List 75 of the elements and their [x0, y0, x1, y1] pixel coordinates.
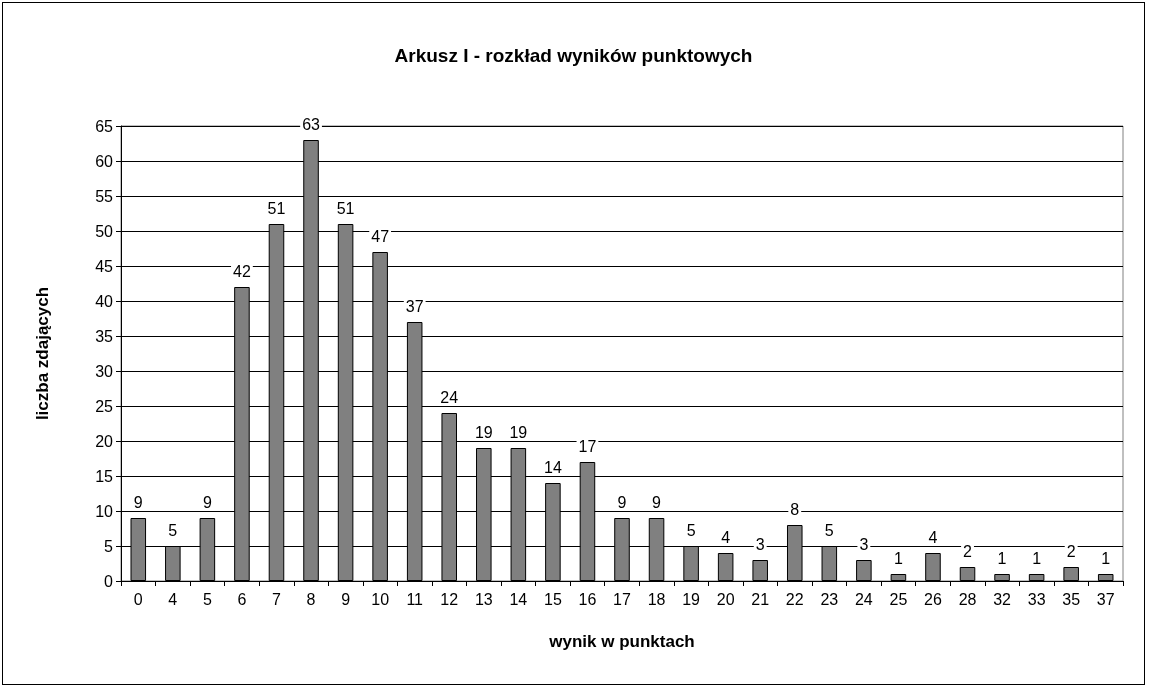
x-tick-label: 0	[133, 590, 143, 608]
y-tick-label: 40	[95, 292, 114, 310]
x-tick-label: 7	[272, 590, 282, 608]
x-tick-label: 21	[751, 590, 770, 608]
data-label: 63	[302, 115, 321, 133]
x-tick-label: 6	[237, 590, 247, 608]
x-tick-label: 13	[474, 590, 493, 608]
x-tick-label: 8	[306, 590, 316, 608]
x-tick-label: 37	[1096, 590, 1115, 608]
y-tick-label: 45	[95, 257, 114, 275]
y-tick-label: 30	[95, 362, 114, 380]
data-label: 51	[336, 199, 355, 217]
data-label: 1	[1032, 549, 1042, 567]
data-label: 17	[578, 437, 597, 455]
x-axis-title: wynik w punktach	[548, 632, 695, 651]
x-tick-label: 32	[993, 590, 1012, 608]
data-label: 4	[928, 528, 938, 546]
x-tick-label: 14	[509, 590, 528, 608]
x-tick-label: 28	[958, 590, 977, 608]
x-tick-label: 25	[889, 590, 908, 608]
data-label: 19	[509, 423, 528, 441]
x-tick-label: 10	[371, 590, 390, 608]
data-label: 8	[790, 500, 800, 518]
y-axis-title: liczba zdających	[33, 286, 52, 421]
y-tick-label: 60	[95, 152, 114, 170]
data-label: 9	[133, 493, 143, 511]
y-tick-label: 35	[95, 327, 114, 345]
data-label: 9	[617, 493, 627, 511]
data-label: 3	[859, 535, 869, 553]
x-tick-label: 20	[716, 590, 735, 608]
data-label: 9	[202, 493, 212, 511]
y-tick-label: 0	[104, 572, 114, 590]
data-label: 1	[1101, 549, 1111, 567]
data-label: 42	[233, 262, 251, 280]
x-tick-label: 23	[820, 590, 839, 608]
y-tick-label: 10	[95, 502, 114, 520]
x-tick-label: 33	[1027, 590, 1046, 608]
y-tick-label: 55	[95, 187, 114, 205]
x-tick-label: 11	[406, 590, 424, 608]
y-tick-label: 15	[95, 467, 114, 485]
x-tick-label: 9	[341, 590, 351, 608]
data-label: 9	[652, 493, 662, 511]
data-label: 1	[893, 549, 903, 567]
data-label: 51	[267, 199, 286, 217]
chart-title: Arkusz I - rozkład wyników punktowych	[394, 45, 753, 66]
data-label: 5	[168, 521, 178, 539]
y-tick-label: 50	[95, 222, 114, 240]
x-tick-label: 24	[854, 590, 873, 608]
data-label: 47	[371, 227, 390, 245]
y-tick-label: 65	[95, 117, 114, 135]
data-label: 2	[963, 542, 973, 560]
x-tick-label: 4	[168, 590, 178, 608]
data-label: 5	[686, 521, 696, 539]
x-tick-label: 35	[1062, 590, 1081, 608]
y-tick-label: 20	[95, 432, 114, 450]
data-label: 19	[474, 423, 493, 441]
x-tick-label: 16	[578, 590, 597, 608]
x-tick-label: 5	[202, 590, 212, 608]
data-label: 14	[544, 458, 562, 476]
x-tick-label: 12	[440, 590, 459, 608]
x-tick-label: 18	[647, 590, 666, 608]
y-tick-label: 25	[95, 397, 114, 415]
x-tick-label: 19	[682, 590, 701, 608]
y-tick-label: 5	[104, 537, 114, 555]
data-label: 24	[440, 388, 459, 406]
data-label: 37	[405, 297, 424, 315]
data-label: 2	[1066, 542, 1076, 560]
x-tick-label: 26	[924, 590, 942, 608]
x-tick-label: 15	[544, 590, 562, 608]
data-label: 5	[824, 521, 834, 539]
data-label: 4	[721, 528, 731, 546]
x-tick-label: 22	[785, 590, 804, 608]
x-tick-label: 17	[613, 590, 631, 608]
data-label: 1	[997, 549, 1007, 567]
data-label: 3	[755, 535, 765, 553]
